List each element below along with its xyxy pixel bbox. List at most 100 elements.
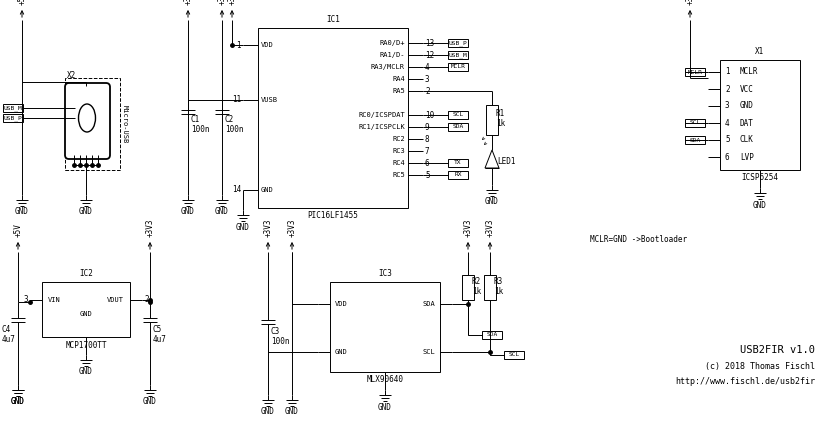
Text: USB2FIR v1.0: USB2FIR v1.0	[739, 345, 814, 355]
Text: RC5: RC5	[391, 172, 405, 178]
Bar	[447, 123, 468, 131]
Text: 6: 6	[724, 153, 729, 161]
Text: +3V3: +3V3	[685, 0, 694, 5]
Bar	[482, 331, 501, 339]
Text: MCLR: MCLR	[686, 69, 702, 75]
Text: X1: X1	[754, 48, 763, 57]
Text: R3: R3	[493, 277, 503, 287]
Text: 1: 1	[724, 67, 729, 77]
Text: RA0/D+: RA0/D+	[379, 40, 405, 46]
Text: +3V3: +3V3	[463, 219, 472, 237]
Text: 4u7: 4u7	[2, 336, 16, 345]
Text: RC4: RC4	[391, 160, 405, 166]
Text: R1: R1	[495, 109, 505, 118]
Text: USB_P: USB_P	[448, 40, 467, 46]
Text: MCLR: MCLR	[739, 67, 758, 77]
Text: +3V3: +3V3	[217, 0, 226, 5]
Text: +5V: +5V	[13, 223, 22, 237]
Text: RA1/D-: RA1/D-	[379, 52, 405, 58]
Text: VDD: VDD	[335, 301, 347, 307]
Bar	[3, 114, 23, 122]
Text: VDD: VDD	[260, 42, 274, 48]
Text: VIN: VIN	[48, 297, 61, 303]
Text: VCC: VCC	[739, 84, 753, 93]
Ellipse shape	[79, 104, 95, 132]
Text: 4: 4	[724, 118, 729, 127]
Bar	[447, 159, 468, 167]
Text: GND: GND	[260, 408, 274, 417]
Bar	[447, 111, 468, 119]
Bar	[461, 275, 473, 300]
Polygon shape	[484, 150, 499, 168]
Text: C3: C3	[270, 328, 280, 337]
Text: GND: GND	[236, 222, 250, 231]
Text: PIC16LF1455: PIC16LF1455	[307, 211, 358, 221]
Text: RA3/MCLR: RA3/MCLR	[370, 64, 405, 70]
Text: 100n: 100n	[191, 126, 209, 135]
Text: 10: 10	[424, 110, 434, 120]
Text: LED1: LED1	[496, 156, 515, 165]
Bar	[65, 78, 120, 170]
Text: SDA: SDA	[486, 333, 497, 337]
Text: GND: GND	[79, 311, 93, 317]
Text: 13: 13	[424, 38, 434, 48]
Text: +3V3: +3V3	[183, 0, 192, 5]
Text: RC0/ICSPDAT: RC0/ICSPDAT	[358, 112, 405, 118]
Text: GND: GND	[11, 397, 25, 406]
Bar	[447, 63, 468, 71]
Text: CLK: CLK	[739, 135, 753, 144]
Text: 2: 2	[144, 296, 148, 305]
Text: RC3: RC3	[391, 148, 405, 154]
Text: C1: C1	[191, 115, 200, 124]
Text: 1: 1	[236, 40, 241, 49]
Text: GND: GND	[485, 198, 498, 207]
Text: 1k: 1k	[472, 288, 481, 296]
Text: +3V3: +3V3	[227, 0, 236, 5]
Text: GND: GND	[335, 349, 347, 355]
Text: 5: 5	[724, 135, 729, 144]
Text: SCL: SCL	[689, 121, 699, 126]
Text: RX: RX	[454, 173, 461, 178]
Text: 3: 3	[724, 101, 729, 110]
Text: C4: C4	[2, 325, 11, 334]
Text: MCLR: MCLR	[450, 64, 465, 69]
Text: RC1/ICSPCLK: RC1/ICSPCLK	[358, 124, 405, 130]
Text: 7: 7	[424, 147, 429, 155]
Text: 5: 5	[424, 170, 429, 179]
FancyBboxPatch shape	[65, 83, 110, 159]
Text: R2: R2	[472, 277, 481, 287]
Bar	[719, 60, 799, 170]
Text: +3V3: +3V3	[263, 219, 272, 237]
Text: TX: TX	[454, 161, 461, 165]
Text: IC2: IC2	[79, 270, 93, 279]
Text: 11: 11	[232, 95, 241, 104]
Text: +5V: +5V	[17, 0, 26, 5]
Text: X2: X2	[67, 70, 76, 80]
Text: IC1: IC1	[326, 15, 340, 25]
Text: SDA: SDA	[452, 124, 463, 130]
Text: GND: GND	[143, 397, 156, 406]
Text: RA5: RA5	[391, 88, 405, 94]
Text: MLX90640: MLX90640	[366, 375, 403, 385]
Text: RA4: RA4	[391, 76, 405, 82]
Text: 1k: 1k	[495, 118, 505, 127]
Text: (c) 2018 Thomas Fischl: (c) 2018 Thomas Fischl	[704, 362, 814, 371]
Bar	[684, 68, 704, 76]
Text: GND: GND	[752, 201, 766, 210]
Bar	[684, 136, 704, 144]
Bar	[447, 51, 468, 59]
Text: 4: 4	[424, 63, 429, 72]
Text: 2: 2	[724, 84, 729, 93]
Text: 3: 3	[24, 296, 28, 305]
Text: 1k: 1k	[493, 288, 503, 296]
Bar	[684, 119, 704, 127]
Text: 2: 2	[424, 86, 429, 95]
Text: GND: GND	[285, 408, 299, 417]
Text: GND: GND	[15, 207, 29, 216]
Text: SCL: SCL	[508, 352, 519, 357]
Text: SCL: SCL	[422, 349, 434, 355]
Text: SCL: SCL	[452, 112, 463, 118]
Text: RC2: RC2	[391, 136, 405, 142]
Text: C2: C2	[224, 115, 234, 124]
Text: GND: GND	[378, 403, 391, 412]
